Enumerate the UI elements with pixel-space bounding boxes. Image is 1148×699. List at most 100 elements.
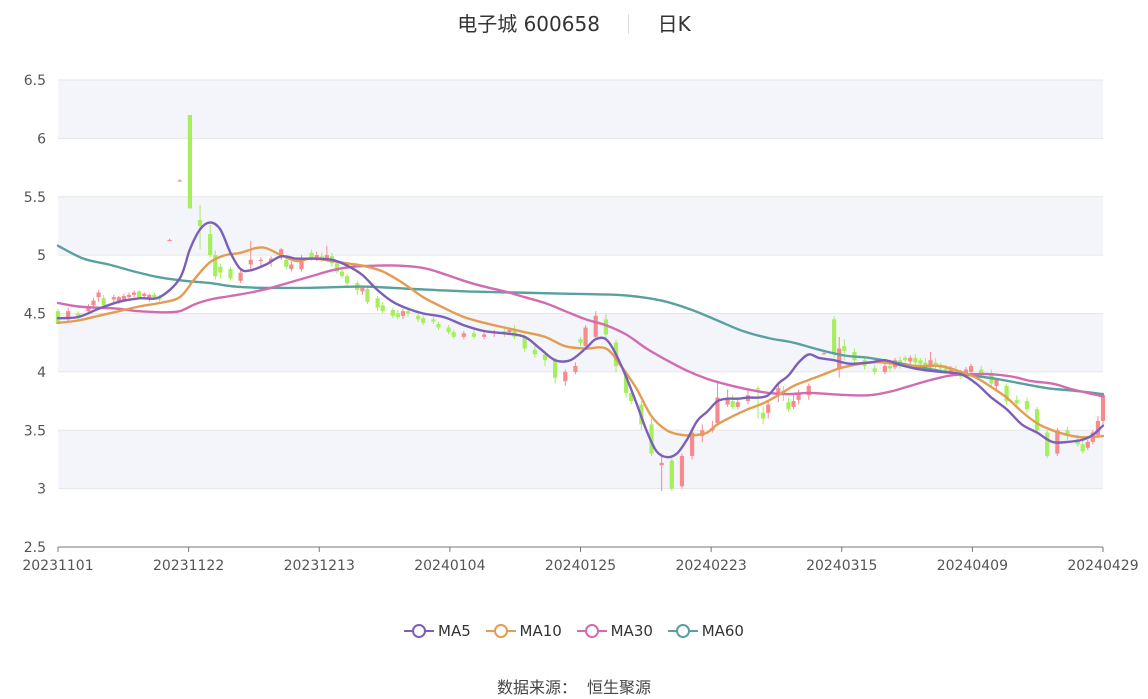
x-tick-label: 20240125 — [545, 558, 616, 574]
legend-item-ma30[interactable]: MA30 — [576, 622, 653, 640]
candle-body — [913, 357, 918, 363]
candle-body — [324, 255, 329, 260]
candle-body — [882, 366, 887, 372]
candle-body — [1034, 409, 1040, 431]
candle-body — [334, 263, 340, 272]
candle-body — [284, 259, 289, 267]
candle-body — [390, 309, 395, 316]
candle-body — [1004, 385, 1009, 402]
source-label: 数据来源： — [496, 678, 577, 697]
candle-body — [1080, 444, 1085, 452]
candle-body — [522, 336, 527, 349]
candle-body — [142, 293, 147, 296]
candle-body — [137, 291, 142, 298]
candle-body — [979, 369, 984, 375]
candle-body — [766, 404, 771, 413]
y-tick-label: 4 — [37, 365, 46, 381]
candle-body — [933, 362, 938, 367]
candle-body — [197, 220, 203, 226]
candle-body — [86, 307, 91, 312]
data-source: 数据来源： 恒生聚源 — [0, 674, 1148, 698]
candle-body — [121, 295, 127, 300]
candle-body — [603, 319, 608, 335]
candle-body — [842, 346, 847, 351]
x-tick-label: 20231122 — [153, 558, 224, 574]
candle-body — [791, 401, 796, 407]
candle-body — [126, 294, 132, 298]
candlestick-chart: 2.5 3 3.5 4 4.5 5 5.5 6 6.5 20231101 20231122 20231… — [22, 73, 1138, 574]
circle-line-icon — [485, 624, 516, 638]
source-value: 恒生聚源 — [587, 678, 652, 697]
x-tick-label: 20231213 — [284, 558, 355, 574]
candle-body — [629, 392, 634, 402]
period-label[interactable]: 日K — [657, 12, 691, 36]
candle-body — [96, 292, 101, 298]
candle-body — [948, 368, 953, 372]
legend-label-ma5: MA5 — [438, 622, 471, 640]
candle-body — [451, 332, 456, 337]
candle-body — [725, 397, 730, 405]
legend-item-ma5[interactable]: MA5 — [404, 622, 471, 640]
candle-body — [339, 271, 345, 277]
candle-body — [730, 401, 735, 407]
legend-item-ma10[interactable]: MA10 — [485, 622, 562, 640]
candle-body — [908, 357, 913, 362]
candle-body — [314, 255, 319, 259]
legend-item-ma60[interactable]: MA60 — [667, 622, 744, 640]
candle-body — [375, 298, 380, 308]
series-line-ma30 — [56, 264, 1105, 398]
grid-band — [58, 430, 1103, 489]
candle-body — [66, 311, 71, 320]
grid-band — [58, 196, 1103, 256]
candle-body — [482, 334, 487, 337]
y-tick-label: 2.5 — [24, 540, 46, 556]
legend-label-ma30: MA30 — [610, 622, 653, 640]
candle-body — [208, 234, 213, 256]
candle-body — [248, 259, 253, 265]
x-tick-label: 20231101 — [22, 558, 93, 574]
candle-body — [624, 374, 629, 393]
candle-body — [573, 366, 578, 372]
candle-body — [1100, 395, 1106, 421]
candle-body — [578, 339, 583, 343]
candle-body — [943, 368, 948, 372]
candle-body — [928, 360, 933, 368]
candle-body — [187, 115, 192, 209]
candle-body — [1085, 441, 1090, 448]
candle-body — [1065, 430, 1070, 437]
candle-body — [532, 349, 537, 355]
candle-body — [786, 402, 791, 410]
candle-body — [309, 252, 314, 258]
candle-body — [365, 288, 370, 302]
candle-body — [872, 368, 877, 372]
candle-body — [1095, 420, 1101, 435]
candle-body — [395, 313, 400, 318]
candle-body — [461, 333, 466, 337]
candle-body — [131, 292, 137, 295]
candle-body — [994, 380, 999, 386]
candle-body — [963, 369, 969, 375]
candle-body — [1024, 401, 1030, 410]
candle-body — [832, 319, 837, 355]
y-tick-label: 6 — [37, 131, 46, 147]
candle-body — [669, 460, 674, 489]
candle-body — [593, 315, 598, 337]
candle-body — [903, 357, 908, 361]
candle-body — [690, 432, 695, 456]
candle-body — [806, 385, 811, 396]
candle-body — [228, 269, 233, 279]
candle-body — [152, 294, 157, 298]
candle-body — [918, 360, 923, 364]
candle-body — [659, 462, 664, 466]
candle-body — [507, 329, 512, 333]
candle-body — [258, 259, 264, 261]
candle-body — [563, 371, 568, 382]
chart-title: 电子城 600658 日K — [0, 8, 1148, 37]
candle-body — [679, 455, 685, 487]
y-tick-label: 5.5 — [24, 190, 46, 206]
series-line-ma5 — [56, 221, 1105, 459]
candle-body — [279, 249, 284, 258]
legend-label-ma10: MA10 — [519, 622, 562, 640]
y-tick-label: 4.5 — [24, 307, 46, 323]
candle-body — [177, 180, 182, 182]
